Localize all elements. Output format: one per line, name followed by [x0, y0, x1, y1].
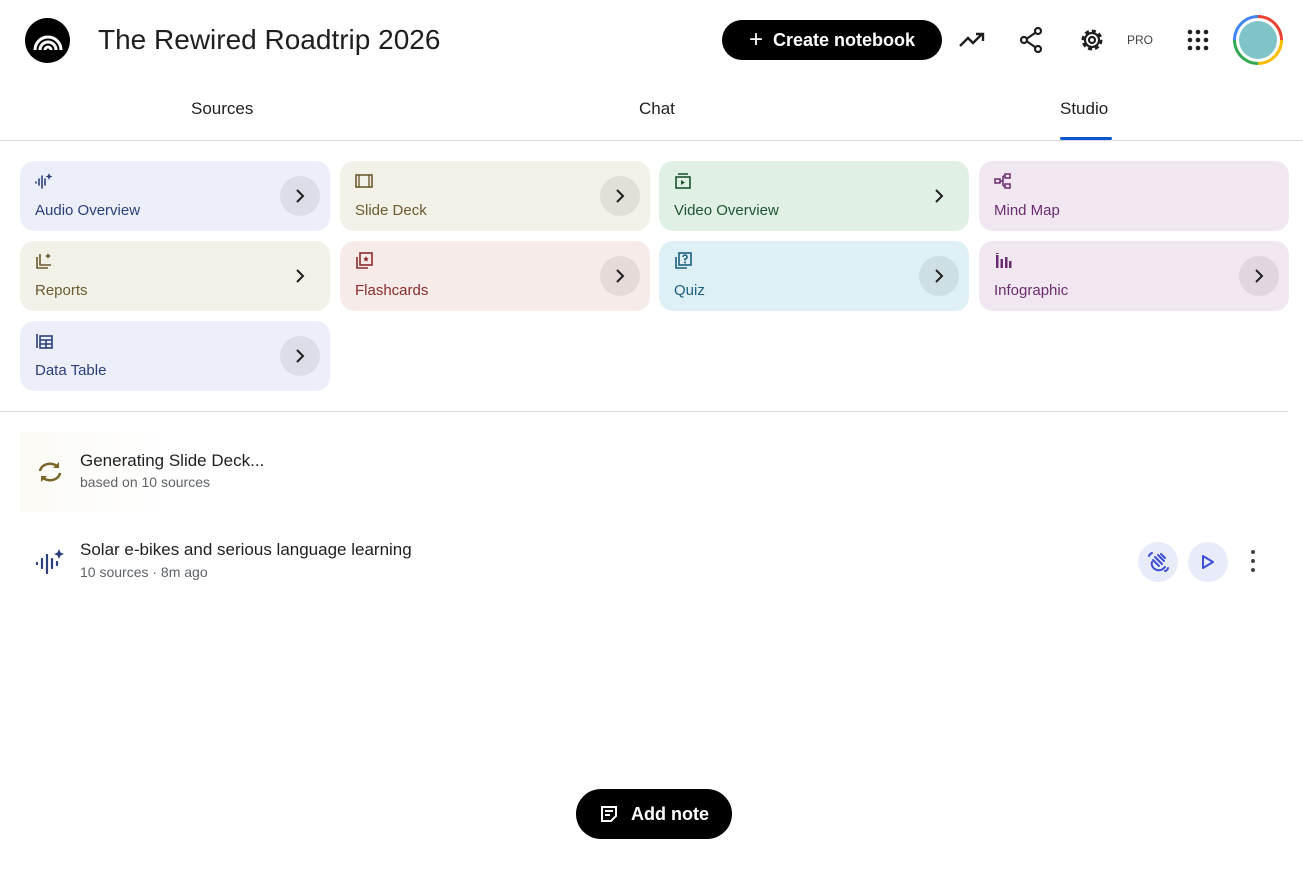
open-tool-button[interactable]: [919, 256, 959, 296]
data-table-icon: [36, 334, 53, 349]
reports-icon: [36, 253, 51, 269]
account-avatar[interactable]: [1233, 15, 1283, 65]
studio-tool-label: Video Overview: [674, 202, 779, 219]
output-subtitle: 10 sources · 8m ago: [80, 564, 208, 580]
tab-studio[interactable]: Studio: [1060, 99, 1109, 118]
create-notebook-label: Create notebook: [772, 29, 916, 50]
play-icon: [1202, 555, 1214, 569]
studio-tool-mind-map[interactable]: Mind Map: [979, 161, 1289, 231]
open-tool-button[interactable]: [919, 176, 959, 216]
notebooklm-logo[interactable]: [25, 18, 70, 63]
tab-sources[interactable]: Sources: [191, 99, 254, 118]
chevron-right-icon: [616, 269, 625, 283]
tab-chat[interactable]: Chat: [639, 99, 675, 118]
output-subtitle: based on 10 sources: [80, 474, 210, 490]
studio-tool-label: Data Table: [35, 362, 107, 379]
play-button[interactable]: [1188, 542, 1228, 582]
studio-tool-label: Mind Map: [994, 202, 1060, 219]
audio-output-item[interactable]: Solar e-bikes and serious language learn…: [20, 530, 1290, 590]
add-note-button[interactable]: Add note: [576, 789, 732, 839]
settings-icon[interactable]: [1076, 24, 1108, 56]
active-tab-indicator: [1060, 137, 1112, 140]
studio-tool-label: Flashcards: [355, 282, 429, 299]
studio-tool-video-overview[interactable]: Video Overview: [659, 161, 969, 231]
studio-tool-quiz[interactable]: Quiz: [659, 241, 969, 311]
chevron-right-icon: [616, 189, 625, 203]
hand-wave-icon: [1148, 552, 1169, 572]
studio-tool-label: Infographic: [994, 282, 1069, 299]
note-icon: [601, 806, 617, 822]
mind-map-icon: [994, 173, 1011, 189]
studio-tool-label: Quiz: [674, 282, 705, 299]
notebook-title[interactable]: The Rewired Roadtrip 2026: [98, 24, 441, 55]
studio-tool-label: Audio Overview: [35, 202, 141, 219]
chevron-right-icon: [1255, 269, 1264, 283]
quiz-icon: [675, 252, 692, 269]
studio-tool-flashcards[interactable]: Flashcards: [340, 241, 650, 311]
generating-item[interactable]: Generating Slide Deck... based on 10 sou…: [20, 432, 264, 512]
studio-tool-label: Reports: [35, 282, 88, 299]
studio-tool-infographic[interactable]: Infographic: [979, 241, 1289, 311]
create-notebook-button[interactable]: + Create notebook: [722, 20, 942, 60]
studio-tool-label: Slide Deck: [355, 202, 427, 219]
open-tool-button[interactable]: [280, 256, 320, 296]
chevron-right-icon: [935, 189, 944, 203]
analytics-icon[interactable]: [956, 24, 988, 56]
studio-tool-slide-deck[interactable]: Slide Deck: [340, 161, 650, 231]
audio-waveform-sparkle-icon: [35, 173, 53, 189]
open-tool-button[interactable]: [600, 176, 640, 216]
sync-icon: [38, 462, 62, 482]
open-tool-button[interactable]: [280, 176, 320, 216]
studio-tool-reports[interactable]: Reports: [20, 241, 330, 311]
divider: [0, 411, 1288, 412]
flashcards-icon: [356, 252, 373, 269]
tab-bar: Sources Chat Studio: [0, 80, 1303, 141]
chevron-right-icon: [296, 189, 305, 203]
studio-tool-audio-overview[interactable]: Audio Overview: [20, 161, 330, 231]
audio-waveform-sparkle-icon: [35, 549, 64, 575]
chevron-right-icon: [296, 269, 305, 283]
studio-tool-data-table[interactable]: Data Table: [20, 321, 330, 391]
interactive-mode-button[interactable]: [1138, 542, 1178, 582]
output-title: Generating Slide Deck...: [80, 451, 265, 470]
share-icon[interactable]: [1015, 24, 1047, 56]
output-title: Solar e-bikes and serious language learn…: [80, 540, 412, 559]
open-tool-button[interactable]: [280, 336, 320, 376]
logo-icon: [33, 35, 62, 50]
infographic-icon: [996, 253, 1012, 268]
slides-icon: [355, 174, 373, 188]
open-tool-button[interactable]: [1239, 256, 1279, 296]
video-icon: [675, 173, 691, 189]
add-note-label: Add note: [631, 803, 709, 824]
plus-icon: +: [748, 26, 763, 53]
pro-badge: PRO: [1127, 33, 1154, 47]
apps-grid-icon[interactable]: [1182, 24, 1214, 56]
chevron-right-icon: [935, 269, 944, 283]
open-tool-button[interactable]: [600, 256, 640, 296]
more-options-icon[interactable]: [1244, 550, 1262, 572]
chevron-right-icon: [296, 349, 305, 363]
